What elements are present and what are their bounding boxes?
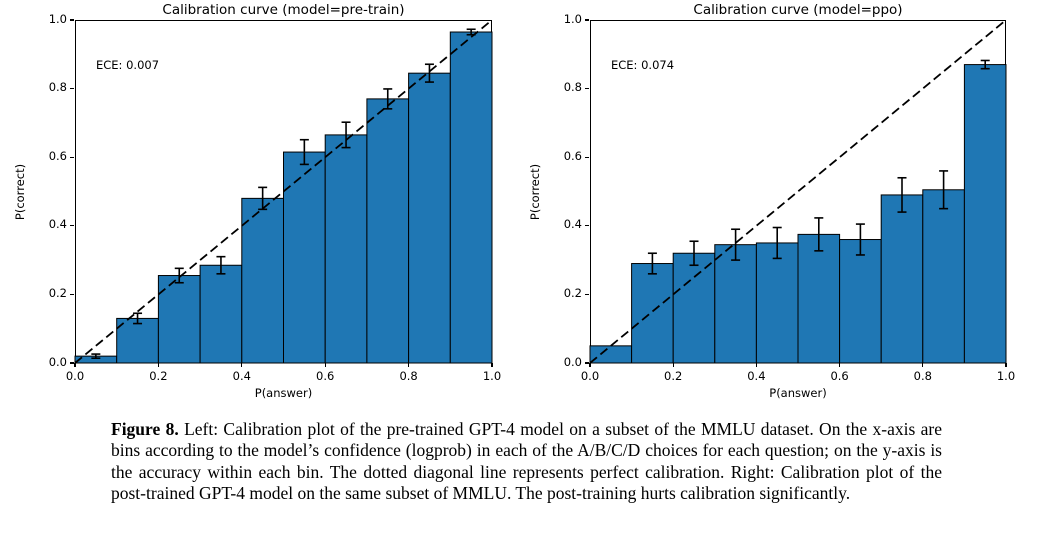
histogram-bar — [116, 317, 159, 364]
caption-label: Figure 8. — [111, 419, 179, 439]
y-tick-label: 0.4 — [48, 217, 67, 232]
x-tick-mark — [672, 363, 674, 367]
x-tick-mark — [922, 363, 924, 367]
y-tick-label: 0.0 — [48, 354, 67, 369]
y-tick-label: 0.2 — [563, 285, 582, 300]
histogram-bar — [839, 239, 882, 364]
x-axis-label: P(answer) — [254, 386, 313, 400]
x-tick-mark — [324, 363, 326, 367]
y-tick-label: 0.2 — [48, 285, 67, 300]
caption-text: Left: Calibration plot of the pre-traine… — [111, 419, 942, 503]
histogram-bar — [755, 242, 799, 364]
y-tick-mark — [70, 293, 74, 295]
x-tick-mark — [157, 363, 159, 367]
histogram-bar — [631, 263, 674, 364]
ece-annotation: ECE: 0.074 — [611, 58, 675, 72]
histogram-bar — [672, 252, 716, 364]
histogram-bar — [199, 264, 243, 364]
x-tick-mark — [589, 363, 591, 367]
y-tick-label: 1.0 — [563, 11, 582, 26]
plot-area — [74, 19, 493, 364]
x-tick-mark — [1005, 363, 1007, 367]
x-tick-label: 0.6 — [316, 369, 335, 383]
x-tick-label: 0.2 — [149, 369, 168, 383]
y-tick-mark — [70, 19, 74, 21]
histogram-bar — [797, 233, 841, 364]
x-tick-label: 0.4 — [232, 369, 251, 383]
x-tick-label: 0.0 — [65, 369, 85, 383]
plot-area — [589, 19, 1007, 364]
y-tick-label: 0.4 — [563, 217, 582, 232]
x-tick-mark — [408, 363, 410, 367]
y-tick-mark — [585, 293, 589, 295]
y-tick-mark — [70, 88, 74, 90]
y-tick-label: 0.0 — [563, 354, 582, 369]
chart-title: Calibration curve (model=pre-train) — [162, 2, 405, 18]
histogram-bar — [157, 275, 201, 364]
histogram-bar — [366, 98, 410, 364]
histogram-bar — [283, 151, 326, 364]
histogram-bar — [714, 244, 757, 364]
y-tick-mark — [585, 88, 589, 90]
histogram-bar — [408, 72, 451, 364]
y-tick-mark — [70, 225, 74, 227]
y-tick-label: 1.0 — [48, 11, 67, 26]
x-tick-label: 0.4 — [747, 369, 766, 383]
x-tick-mark — [755, 363, 757, 367]
y-tick-label: 0.8 — [563, 80, 582, 95]
x-tick-label: 1.0 — [482, 369, 502, 383]
y-tick-mark — [70, 156, 74, 158]
histogram-bar — [449, 31, 493, 364]
x-tick-label: 1.0 — [996, 369, 1016, 383]
y-tick-label: 0.6 — [563, 148, 582, 163]
y-tick-label: 0.6 — [48, 148, 67, 163]
diagonal-reference-line — [74, 19, 493, 364]
y-tick-label: 0.8 — [48, 80, 67, 95]
x-tick-label: 0.6 — [830, 369, 849, 383]
y-axis-label: P(correct) — [13, 163, 28, 220]
x-tick-mark — [241, 363, 243, 367]
histogram-bar — [589, 345, 633, 364]
histogram-bar — [324, 134, 368, 364]
histogram-bar — [241, 197, 285, 364]
chart-title: Calibration curve (model=ppo) — [693, 2, 903, 18]
figure-caption: Figure 8. Left: Calibration plot of the … — [111, 419, 942, 504]
x-tick-label: 0.8 — [399, 369, 418, 383]
histogram-bar — [963, 64, 1007, 364]
y-tick-mark — [585, 19, 589, 21]
y-tick-mark — [585, 362, 589, 364]
y-tick-mark — [70, 362, 74, 364]
histogram-bar — [880, 194, 924, 364]
diagonal-reference-line — [589, 19, 1007, 364]
y-axis-label: P(correct) — [528, 163, 543, 220]
x-tick-label: 0.8 — [913, 369, 932, 383]
x-tick-mark — [491, 363, 493, 367]
x-tick-mark — [74, 363, 76, 367]
x-tick-label: 0.0 — [580, 369, 600, 383]
x-axis-label: P(answer) — [769, 386, 827, 400]
y-tick-mark — [585, 225, 589, 227]
x-tick-label: 0.2 — [664, 369, 683, 383]
ece-annotation: ECE: 0.007 — [96, 58, 160, 72]
x-tick-mark — [839, 363, 841, 367]
y-tick-mark — [585, 156, 589, 158]
histogram-bar — [922, 189, 965, 364]
